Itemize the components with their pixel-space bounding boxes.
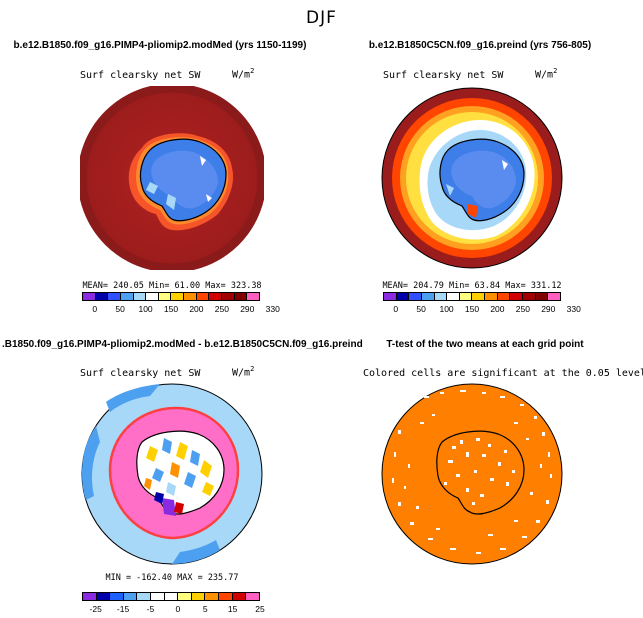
- colorbar-swatch: [96, 593, 111, 600]
- page-title: DJF: [306, 8, 337, 28]
- colorbar-tick-label: 200: [490, 304, 505, 314]
- colorbar-tick-label: 150: [163, 304, 179, 314]
- colorbar-swatch: [232, 593, 247, 600]
- colorbar-swatch: [234, 293, 248, 300]
- colorbar-swatch: [535, 293, 549, 300]
- colorbar-swatch: [123, 593, 138, 600]
- colorbar-swatch: [246, 593, 259, 600]
- panel-1-variable-label: Surf clearsky net SW: [80, 70, 201, 81]
- colorbar-swatch: [523, 293, 536, 300]
- colorbar-tick-label: 250: [214, 304, 229, 314]
- colorbar-swatch: [222, 293, 235, 300]
- panel-3-variable-label: Surf clearsky net SW: [80, 368, 201, 379]
- colorbar-swatch: [120, 293, 134, 300]
- colorbar-swatch: [137, 593, 152, 600]
- colorbar-swatch: [151, 593, 165, 600]
- panel-3-units: W/m2: [232, 365, 255, 379]
- panel-3-stats: MIN = -162.40 MAX = 235.77: [105, 573, 239, 583]
- panel-3-colorbar-ticks: -25 -15 -5 0 5 15 25: [82, 604, 265, 616]
- colorbar-tick-label: 250: [515, 304, 530, 314]
- colorbar-swatch: [83, 293, 96, 300]
- colorbar-swatch: [485, 293, 498, 300]
- colorbar-tick-label: 330: [566, 304, 581, 314]
- colorbar-swatch: [219, 593, 233, 600]
- colorbar-tick-label: -25: [89, 604, 102, 614]
- panel-3-case-title: .B1850.f09_g16.PIMP4-pliomip2.modMed - b…: [2, 339, 363, 350]
- colorbar-swatch: [83, 593, 97, 600]
- panel-1-case-title: b.e12.B1850.f09_g16.PIMP4-pliomip2.modMe…: [13, 40, 307, 51]
- colorbar-tick-label: -15: [116, 604, 130, 614]
- colorbar-swatch: [146, 293, 159, 300]
- panel-3-colorbar: [82, 592, 260, 601]
- panel-1-stats: MEAN= 240.05 Min= 61.00 Max= 323.38: [82, 281, 262, 291]
- colorbar-swatch: [110, 593, 124, 600]
- panel-1-polar-map: [80, 86, 264, 270]
- panel-2-polar-map: [381, 87, 563, 269]
- colorbar-swatch: [447, 293, 460, 300]
- colorbar-tick-label: 0: [393, 304, 399, 314]
- panel-2-colorbar-ticks: 0 50 100 150 200 250 290 330: [383, 304, 580, 316]
- colorbar-swatch: [384, 293, 397, 300]
- colorbar-tick-label: 25: [255, 604, 265, 614]
- panel-4-polar-map: [381, 383, 563, 565]
- colorbar-swatch: [178, 593, 192, 600]
- colorbar-swatch: [396, 293, 410, 300]
- colorbar-tick-label: 150: [464, 304, 480, 314]
- colorbar-swatch: [196, 293, 210, 300]
- panel-1-units: W/m2: [232, 67, 255, 81]
- panel-4-insignificant-cells: [392, 390, 552, 554]
- colorbar-swatch: [548, 293, 560, 300]
- panel-2-units: W/m2: [535, 67, 558, 81]
- colorbar-swatch: [205, 593, 220, 600]
- panel-2-case-title: b.e12.B1850C5CN.f09_g16.preind (yrs 756-…: [368, 40, 592, 51]
- colorbar-swatch: [409, 293, 422, 300]
- colorbar-swatch: [421, 293, 435, 300]
- colorbar-swatch: [95, 293, 109, 300]
- panel-4-antarctica-outline: [436, 430, 525, 515]
- panel-1-colorbar: [82, 292, 260, 301]
- colorbar-swatch: [472, 293, 486, 300]
- colorbar-tick-label: 100: [439, 304, 454, 314]
- colorbar-swatch: [459, 293, 473, 300]
- colorbar-swatch: [108, 293, 121, 300]
- colorbar-tick-label: 290: [240, 304, 255, 314]
- panel-1-colorbar-ticks: 0 50 100 150 200 250 290 330: [82, 304, 279, 316]
- colorbar-swatch: [191, 593, 206, 600]
- colorbar-swatch: [247, 293, 259, 300]
- colorbar-tick-label: 0: [92, 304, 98, 314]
- panel-3-polar-map: [81, 383, 263, 565]
- colorbar-tick-label: 50: [115, 304, 125, 314]
- colorbar-swatch: [184, 293, 197, 300]
- colorbar-swatch: [497, 293, 511, 300]
- colorbar-swatch: [164, 593, 179, 600]
- colorbar-tick-label: 100: [138, 304, 153, 314]
- colorbar-tick-label: -5: [146, 604, 155, 614]
- colorbar-tick-label: 0: [175, 604, 181, 614]
- colorbar-tick-label: 15: [227, 604, 238, 614]
- colorbar-tick-label: 50: [416, 304, 426, 314]
- colorbar-tick-label: 5: [202, 604, 208, 614]
- colorbar-swatch: [171, 293, 185, 300]
- colorbar-swatch: [209, 293, 223, 300]
- colorbar-swatch: [158, 293, 172, 300]
- colorbar-tick-label: 330: [265, 304, 280, 314]
- colorbar-tick-label: 290: [541, 304, 556, 314]
- panel-2-variable-label: Surf clearsky net SW: [383, 70, 504, 81]
- colorbar-swatch: [133, 293, 147, 300]
- colorbar-swatch: [434, 293, 448, 300]
- colorbar-swatch: [510, 293, 524, 300]
- panel-2-colorbar: [383, 292, 561, 301]
- panel-2-stats: MEAN= 204.79 Min= 63.84 Max= 331.12: [382, 281, 562, 291]
- panel-4-variable-label: Colored cells are significant at the 0.0…: [363, 368, 643, 379]
- colorbar-tick-label: 200: [189, 304, 204, 314]
- panel-4-case-title: T-test of the two means at each grid poi…: [386, 339, 584, 350]
